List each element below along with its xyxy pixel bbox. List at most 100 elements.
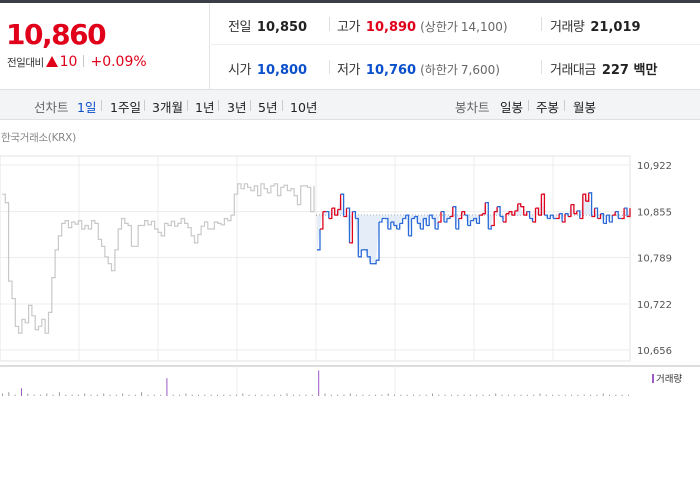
- tab-divider: [144, 100, 145, 111]
- volume-bar: [330, 394, 332, 396]
- divider: [541, 60, 542, 74]
- today-line-segment: [328, 208, 333, 220]
- volume-bar: [476, 394, 478, 396]
- today-line-segment: [458, 211, 463, 220]
- today-line-segment: [562, 213, 566, 223]
- low-stat: 저가 10,760 (하한가 7,600): [337, 59, 500, 78]
- volume-bar: [450, 394, 452, 396]
- volume-bar: [621, 394, 623, 396]
- today-line-segment: [588, 192, 593, 217]
- today-line-segment: [500, 215, 504, 222]
- change-value: 10: [59, 54, 78, 70]
- volume-bar: [495, 393, 497, 396]
- tab-5years[interactable]: 5년: [258, 100, 278, 115]
- volume-bar: [134, 394, 136, 396]
- volume-bar: [526, 394, 528, 396]
- open-value: 10,800: [256, 63, 308, 78]
- volume-bar: [501, 394, 503, 396]
- today-line-segment: [331, 207, 336, 216]
- today-line-segment: [511, 210, 516, 216]
- today-line-segment: [355, 217, 359, 257]
- today-line-segment: [446, 216, 451, 220]
- volume-bar: [539, 393, 541, 396]
- today-line-segment: [532, 208, 537, 223]
- volume-bar: [615, 394, 617, 396]
- today-line-segment: [526, 210, 531, 219]
- today-line-segment: [384, 217, 389, 229]
- upper-limit-value: 14,100): [460, 20, 508, 34]
- volume-bar: [248, 394, 250, 396]
- line-chart-title: 선차트: [34, 100, 69, 115]
- volume-bar: [602, 393, 604, 396]
- volume-bar: [628, 394, 629, 396]
- y-tick-label: 10,722: [637, 300, 672, 311]
- tab-10years[interactable]: 10년: [290, 100, 318, 115]
- today-line-segment: [470, 218, 475, 222]
- tab-3months[interactable]: 3개월: [152, 100, 183, 115]
- today-line-segment: [597, 213, 602, 220]
- volume-bar: [90, 394, 92, 396]
- tab-weekly-candle[interactable]: 주봉: [536, 100, 560, 115]
- today-line-segment: [573, 210, 578, 215]
- today-line-segment: [438, 211, 442, 223]
- volume-legend: 거래량: [652, 371, 682, 385]
- high-stat: 고가 10,890 (상한가 14,100): [337, 16, 508, 35]
- volume-bar: [324, 393, 326, 396]
- volume-bar: [198, 394, 199, 396]
- today-line-segment: [402, 215, 407, 220]
- intraday-chart: 10,922 10,855 10,789 10,722 10,656 한국거래소(KRX…: [0, 121, 700, 396]
- volume-bar: [223, 394, 225, 396]
- today-line-segment: [585, 192, 590, 202]
- tab-1day[interactable]: 1일: [77, 100, 97, 115]
- tab-1year[interactable]: 1년: [195, 100, 215, 115]
- previous-day-line: [2, 183, 315, 334]
- current-price: 10,860: [6, 18, 107, 51]
- today-line-segment: [452, 206, 457, 229]
- amount-label: 거래대금: [550, 63, 596, 78]
- volume-bar: [520, 394, 522, 396]
- volume-bar: [33, 394, 35, 396]
- lower-limit-label: (하한가: [420, 63, 458, 77]
- today-line-segment: [606, 214, 610, 222]
- tab-monthly-candle[interactable]: 월봉: [573, 100, 597, 115]
- today-line-segment: [423, 217, 427, 226]
- volume-bar: [109, 394, 111, 396]
- volume-bar: [204, 394, 206, 396]
- tab-3years[interactable]: 3년: [227, 100, 247, 115]
- volume-bar: [545, 394, 547, 396]
- tab-divider: [250, 100, 251, 111]
- volume-bar: [514, 394, 516, 396]
- volume-bar: [242, 393, 244, 396]
- divider: [329, 60, 330, 74]
- prev-close-stat: 전일 10,850: [228, 16, 307, 35]
- volume-bar: [292, 394, 294, 396]
- volume-bar: [590, 394, 592, 396]
- today-line-segment: [600, 213, 605, 224]
- volume-bar: [596, 394, 598, 396]
- volume-bar: [457, 394, 459, 396]
- today-line-segment: [432, 217, 436, 229]
- volume-bar: [46, 393, 48, 396]
- volume-bar: [166, 378, 168, 396]
- volume-bar: [558, 394, 560, 396]
- chart-canvas: 10,922 10,855 10,789 10,722 10,656: [0, 155, 700, 396]
- today-line-segment: [349, 211, 354, 244]
- prev-close-label: 전일: [228, 20, 251, 35]
- today-line-segment: [535, 207, 540, 216]
- today-line-segment: [396, 223, 401, 230]
- volume-bar: [425, 394, 427, 396]
- today-line-segment: [317, 229, 321, 251]
- today-line-segment: [514, 203, 519, 212]
- volume-bar: [172, 394, 174, 396]
- tab-1week[interactable]: 1주일: [110, 100, 141, 115]
- high-label: 고가: [337, 20, 360, 35]
- today-line-segment: [565, 213, 569, 217]
- volume-bar: [71, 394, 73, 396]
- volume-legend-swatch: [652, 374, 654, 383]
- tab-daily-candle[interactable]: 일봉: [500, 100, 524, 115]
- volume-bar: [261, 394, 263, 396]
- today-line-segment: [379, 218, 383, 223]
- today-line-segment: [520, 206, 525, 216]
- low-label: 저가: [337, 63, 360, 78]
- tab-divider: [187, 100, 188, 111]
